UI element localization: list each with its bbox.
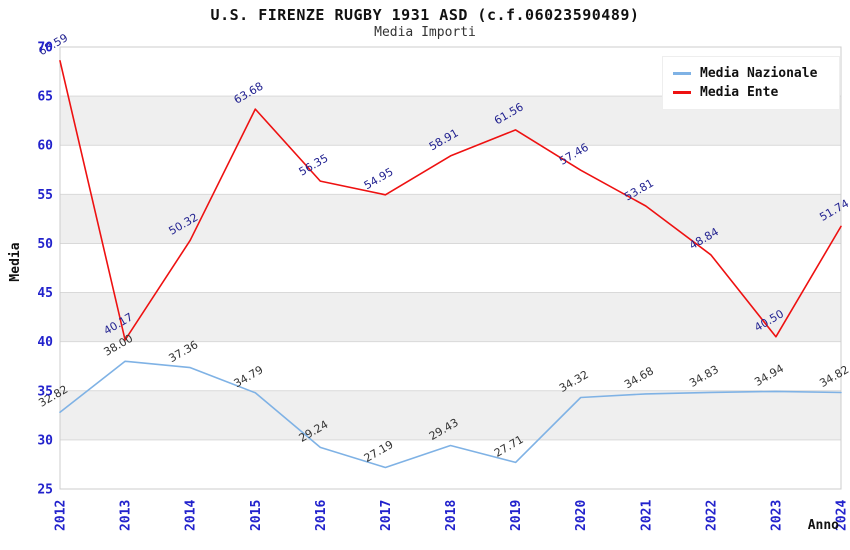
- y-axis-title: Media: [8, 242, 23, 281]
- y-tick-label: 30: [37, 433, 53, 448]
- x-tick-label: 2022: [704, 500, 719, 531]
- plot-band: [60, 439, 841, 489]
- chart-subtitle: Media Importi: [374, 25, 476, 40]
- legend-label-media-ente: Media Ente: [700, 85, 779, 100]
- y-tick-label: 40: [37, 335, 53, 350]
- x-axis-title: Anno: [808, 518, 839, 533]
- x-tick-label: 2017: [379, 500, 394, 531]
- series-line-media-nazionale: [59, 360, 842, 469]
- legend-swatch-media-nazionale: [673, 72, 691, 75]
- plot-band: [60, 292, 841, 342]
- x-tick-label: 2016: [314, 500, 329, 531]
- plot-band: [60, 243, 841, 293]
- x-tick-label: 2019: [509, 500, 524, 531]
- x-tick-label: 2024: [835, 500, 850, 531]
- plot-border: [59, 46, 842, 490]
- plot-band: [60, 341, 841, 391]
- plot-band: [60, 145, 841, 195]
- x-tick-label: 2021: [639, 500, 654, 531]
- x-tick-label: 2018: [444, 500, 459, 531]
- y-tick-label: 45: [37, 286, 53, 301]
- x-tick-label: 2014: [184, 500, 199, 531]
- legend: Media Nazionale Media Ente: [662, 56, 840, 110]
- y-tick-label: 60: [37, 139, 53, 154]
- y-tick-label: 55: [37, 188, 53, 203]
- legend-item-media-nazionale: Media Nazionale: [673, 64, 829, 83]
- x-tick-label: 2020: [574, 500, 589, 531]
- x-tick-label: 2023: [769, 500, 784, 531]
- y-tick-label: 70: [37, 41, 53, 56]
- legend-label-media-nazionale: Media Nazionale: [700, 66, 818, 81]
- plot-band: [60, 194, 841, 244]
- x-tick-label: 2015: [249, 500, 264, 531]
- legend-swatch-media-ente: [673, 91, 691, 94]
- chart-title: U.S. FIRENZE RUGBY 1931 ASD (c.f.0602359…: [210, 6, 640, 24]
- y-tick-label: 65: [37, 90, 53, 105]
- x-tick-label: 2012: [54, 500, 69, 531]
- y-tick-label: 35: [37, 384, 53, 399]
- plot-band: [60, 390, 841, 440]
- legend-item-media-ente: Media Ente: [673, 83, 829, 102]
- y-tick-label: 50: [37, 237, 53, 252]
- series-line-media-ente: [59, 59, 842, 341]
- x-tick-label: 2013: [119, 500, 134, 531]
- y-tick-label: 25: [37, 483, 53, 498]
